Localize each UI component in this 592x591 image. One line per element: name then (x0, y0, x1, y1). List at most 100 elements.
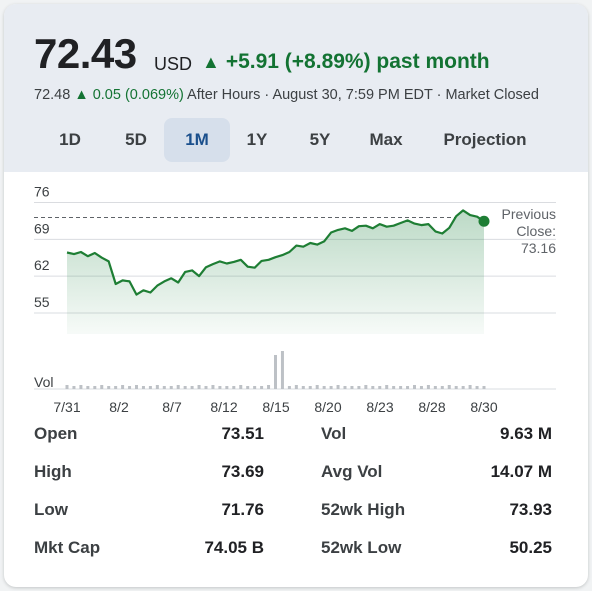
volume-bar (399, 386, 403, 389)
tab-1m[interactable]: 1M (164, 118, 230, 162)
volume-bar (343, 386, 347, 389)
volume-bar (287, 386, 291, 389)
stock-card: 72.43 USD ▲ +5.91 (+8.89%) past month 72.… (4, 4, 588, 587)
tab-5y[interactable]: 5Y (309, 130, 331, 149)
volume-bar (301, 386, 305, 389)
volume-bar (385, 385, 389, 389)
volume-bar (280, 351, 284, 389)
volume-bar (183, 386, 187, 389)
after-hours-change: ▲ 0.05 (0.069%) (74, 87, 184, 103)
volume-bar (260, 386, 264, 389)
volume-bar (253, 386, 257, 389)
volume-bar (79, 385, 83, 389)
x-tick-label: 8/7 (162, 399, 182, 415)
volume-bar (371, 386, 375, 389)
volume-bar (322, 386, 326, 389)
tab-max[interactable]: Max (369, 130, 403, 149)
volume-bar (100, 385, 104, 389)
volume-bar (239, 385, 243, 389)
current-price: 72.43 (34, 30, 137, 77)
x-tick-label: 8/2 (109, 399, 129, 415)
volume-bar (65, 385, 69, 389)
stat-label-open: Open (34, 424, 78, 443)
volume-bar (461, 386, 465, 389)
volume-bar (440, 386, 444, 389)
stat-label-high: High (34, 462, 72, 481)
volume-bar (447, 385, 451, 389)
volume-bar (141, 386, 145, 389)
volume-bar (267, 385, 271, 389)
volume-bar (197, 385, 201, 389)
stat-value-low: 71.76 (221, 500, 264, 519)
y-tick-label: 69 (34, 220, 50, 236)
stat-value-52wk-high: 73.93 (509, 500, 552, 519)
x-tick-label: 8/15 (262, 399, 289, 415)
quote-header: 72.43 USD ▲ +5.91 (+8.89%) past month 72.… (4, 4, 588, 172)
x-tick-label: 7/31 (53, 399, 80, 415)
last-price-dot (478, 215, 490, 227)
volume-bar (107, 386, 111, 389)
volume-bar (72, 386, 76, 389)
tab-1y[interactable]: 1Y (246, 130, 268, 149)
volume-bar (329, 386, 333, 389)
volume-bar (190, 386, 194, 389)
volume-bar (148, 386, 152, 389)
volume-bar (433, 386, 437, 389)
volume-bar (162, 386, 166, 389)
volume-bar (155, 385, 159, 389)
y-tick-label: 55 (34, 294, 50, 310)
volume-bar (232, 386, 236, 389)
price-change-text: +5.91 (+8.89%) past month (225, 50, 490, 73)
volume-label: Vol (34, 374, 53, 390)
volume-bar (294, 385, 298, 389)
volume-bar (274, 355, 277, 389)
y-tick-label: 76 (34, 184, 50, 200)
stat-label-low: Low (34, 500, 68, 519)
after-hours-note: After Hours · August 30, 7:59 PM EDT · M… (187, 87, 539, 103)
volume-bar (93, 386, 97, 389)
volume-bar (114, 386, 118, 389)
stat-value-mkt-cap: 74.05 B (204, 538, 264, 557)
volume-bar (378, 386, 382, 389)
volume-bar (454, 386, 458, 389)
volume-bar (413, 385, 416, 389)
tab-1d[interactable]: 1D (59, 130, 81, 149)
price-area (67, 210, 484, 334)
volume-bar (246, 386, 250, 389)
tab-5d[interactable]: 5D (125, 130, 147, 149)
stat-value-high: 73.69 (221, 462, 264, 481)
price-change: ▲ +5.91 (+8.89%) past month (202, 50, 490, 74)
stat-value-52wk-low: 50.25 (509, 538, 552, 557)
stat-value-avg-vol: 14.07 M (490, 462, 552, 481)
volume-bar (211, 385, 215, 389)
x-tick-label: 8/12 (210, 399, 237, 415)
stat-label-avg-vol: Avg Vol (321, 462, 383, 481)
tab-projection[interactable]: Projection (443, 130, 527, 149)
volume-bar (128, 386, 132, 389)
y-tick-label: 62 (34, 257, 50, 273)
stat-label-mkt-cap: Mkt Cap (34, 538, 101, 557)
volume-bar (475, 386, 479, 389)
x-tick-label: 8/30 (470, 399, 497, 415)
volume-bar (357, 386, 361, 389)
price-line (66, 209, 485, 296)
volume-bar (121, 385, 125, 389)
volume-bar (336, 385, 340, 389)
volume-bar (135, 385, 138, 389)
volume-bar (315, 385, 319, 389)
volume-bar (176, 385, 180, 389)
stat-label-52wk-low: 52wk Low (321, 538, 402, 557)
after-hours-line: 72.48 ▲ 0.05 (0.069%) After Hours · Augu… (34, 87, 539, 103)
previous-close-value: 73.16 (521, 240, 556, 256)
currency-label: USD (154, 54, 193, 74)
stat-label-vol: Vol (321, 424, 347, 443)
volume-bar (350, 386, 354, 389)
stat-label-52wk-high: 52wk High (321, 500, 406, 519)
volume-bar (169, 386, 173, 389)
volume-bar (225, 386, 229, 389)
volume-bar (419, 386, 423, 389)
volume-bar (364, 385, 368, 389)
volume-bar (468, 385, 472, 389)
up-arrow-icon: ▲ (202, 52, 220, 72)
